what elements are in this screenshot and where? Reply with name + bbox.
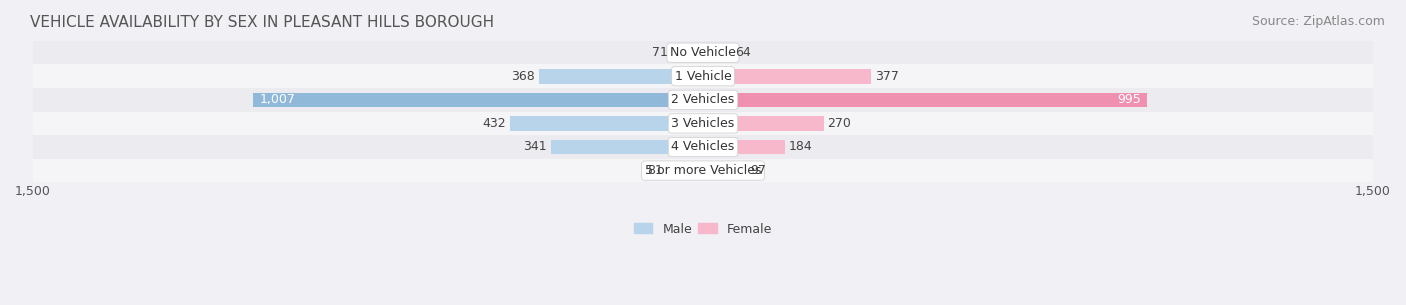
Text: 184: 184 xyxy=(789,141,813,153)
Bar xyxy=(253,92,703,107)
Bar xyxy=(703,140,785,154)
Bar xyxy=(32,159,1374,182)
Text: 1,007: 1,007 xyxy=(260,93,295,106)
Text: 995: 995 xyxy=(1116,93,1140,106)
Bar xyxy=(32,112,1374,135)
Bar xyxy=(32,88,1374,112)
Bar xyxy=(703,69,872,84)
Legend: Male, Female: Male, Female xyxy=(634,223,772,235)
Text: 5 or more Vehicles: 5 or more Vehicles xyxy=(645,164,761,177)
Text: 1 Vehicle: 1 Vehicle xyxy=(675,70,731,83)
Bar xyxy=(666,163,703,178)
Text: 97: 97 xyxy=(749,164,766,177)
Bar xyxy=(32,135,1374,159)
Bar xyxy=(703,163,747,178)
Bar xyxy=(703,116,824,131)
Text: 3 Vehicles: 3 Vehicles xyxy=(672,117,734,130)
Text: 368: 368 xyxy=(512,70,536,83)
Text: 270: 270 xyxy=(827,117,851,130)
Bar xyxy=(703,45,731,60)
Bar xyxy=(671,45,703,60)
Text: VEHICLE AVAILABILITY BY SEX IN PLEASANT HILLS BOROUGH: VEHICLE AVAILABILITY BY SEX IN PLEASANT … xyxy=(31,15,495,30)
Text: 64: 64 xyxy=(735,46,751,59)
Text: 2 Vehicles: 2 Vehicles xyxy=(672,93,734,106)
Bar xyxy=(538,69,703,84)
Text: 81: 81 xyxy=(647,164,664,177)
Text: 71: 71 xyxy=(652,46,668,59)
Text: 4 Vehicles: 4 Vehicles xyxy=(672,141,734,153)
Text: 432: 432 xyxy=(482,117,506,130)
Text: 341: 341 xyxy=(523,141,547,153)
Bar xyxy=(32,64,1374,88)
Text: 377: 377 xyxy=(875,70,898,83)
Text: No Vehicle: No Vehicle xyxy=(671,46,735,59)
Bar xyxy=(703,92,1147,107)
Bar xyxy=(510,116,703,131)
Bar xyxy=(32,41,1374,64)
Text: Source: ZipAtlas.com: Source: ZipAtlas.com xyxy=(1251,15,1385,28)
Bar xyxy=(551,140,703,154)
